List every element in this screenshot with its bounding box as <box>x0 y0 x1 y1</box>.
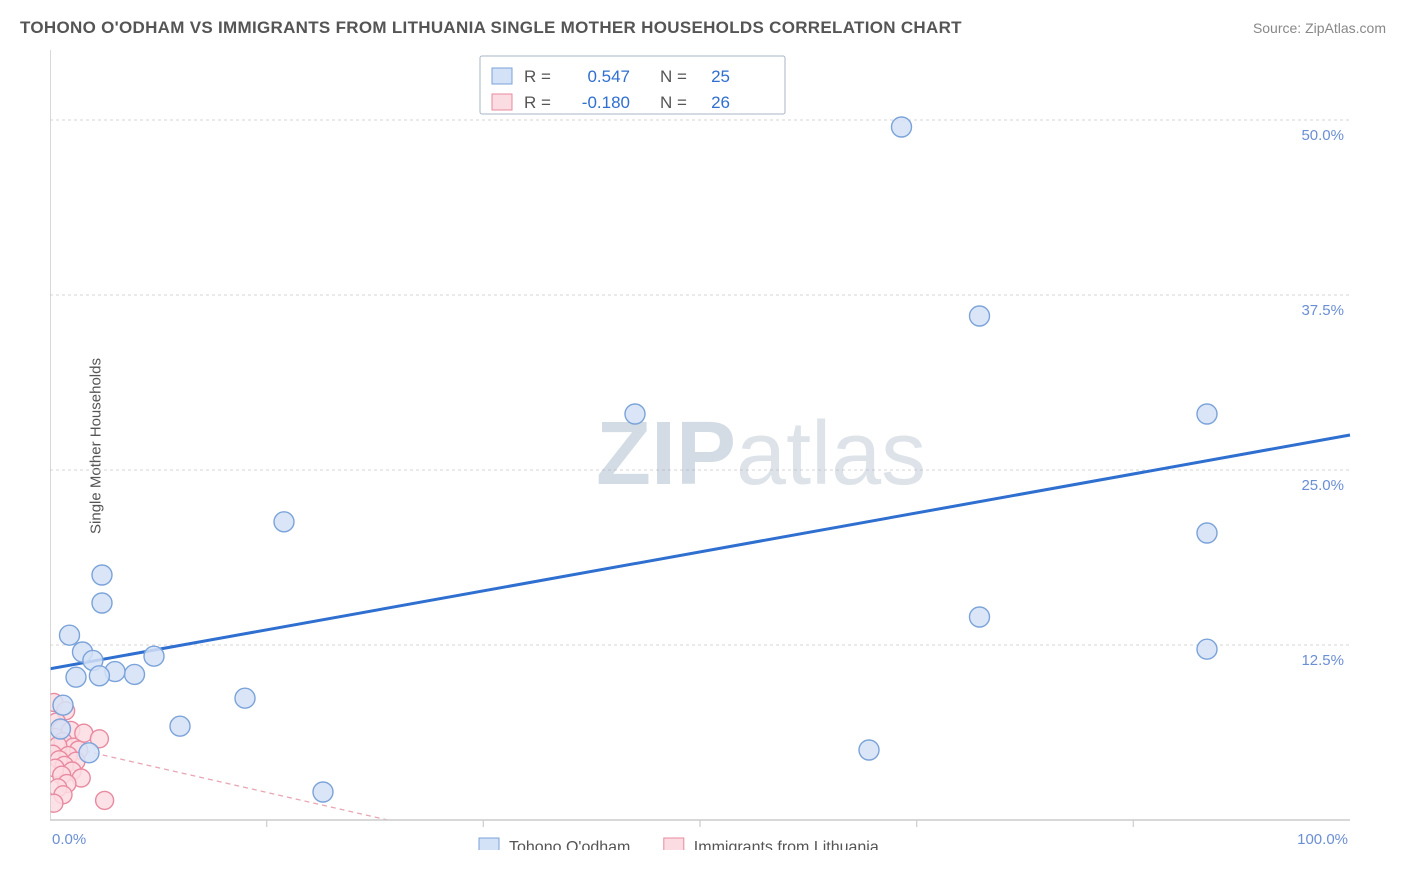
data-point <box>170 716 190 736</box>
data-point <box>859 740 879 760</box>
watermark: ZIPatlas <box>596 404 926 504</box>
x-tick-label: 0.0% <box>52 831 86 848</box>
data-point <box>970 607 990 627</box>
data-point <box>66 667 86 687</box>
legend-n-value: 25 <box>711 67 730 86</box>
data-point <box>60 625 80 645</box>
x-tick-label: 100.0% <box>1297 831 1348 848</box>
data-point <box>1197 639 1217 659</box>
scatter-chart: ZIPatlas 12.5% 25.0% 37.5% 50.0% 0.0% 100.0% R … <box>50 50 1390 850</box>
data-point <box>89 666 109 686</box>
data-point <box>92 593 112 613</box>
data-point <box>125 664 145 684</box>
data-point <box>235 688 255 708</box>
legend-n-label: N = <box>660 67 687 86</box>
legend-r-label: R = <box>524 93 551 112</box>
data-point <box>892 117 912 137</box>
chart-header: TOHONO O'ODHAM VS IMMIGRANTS FROM LITHUA… <box>20 18 1386 38</box>
legend-n-value: 26 <box>711 93 730 112</box>
data-point <box>625 404 645 424</box>
y-tick-label: 50.0% <box>1301 127 1344 144</box>
legend-swatch <box>492 94 512 110</box>
data-point <box>970 306 990 326</box>
legend-swatch <box>664 838 684 850</box>
data-point <box>79 743 99 763</box>
data-point <box>96 791 114 809</box>
legend-series-label: Immigrants from Lithuania <box>694 839 879 850</box>
y-tick-label: 37.5% <box>1301 302 1344 319</box>
data-point <box>313 782 333 802</box>
legend-series-label: Tohono O'odham <box>509 839 630 850</box>
y-tick-label: 25.0% <box>1301 477 1344 494</box>
data-point <box>1197 523 1217 543</box>
legend-r-label: R = <box>524 67 551 86</box>
legend-r-value: 0.547 <box>587 67 630 86</box>
data-point <box>50 794 63 812</box>
legend-n-label: N = <box>660 93 687 112</box>
data-point <box>144 646 164 666</box>
data-point <box>53 695 73 715</box>
legend-swatch <box>479 838 499 850</box>
data-point <box>274 512 294 532</box>
legend-swatch <box>492 68 512 84</box>
chart-title: TOHONO O'ODHAM VS IMMIGRANTS FROM LITHUA… <box>20 18 962 38</box>
legend-r-value: -0.180 <box>582 93 630 112</box>
data-point <box>92 565 112 585</box>
chart-source: Source: ZipAtlas.com <box>1253 20 1386 36</box>
y-tick-label: 12.5% <box>1301 652 1344 669</box>
data-point <box>1197 404 1217 424</box>
data-point <box>50 719 70 739</box>
